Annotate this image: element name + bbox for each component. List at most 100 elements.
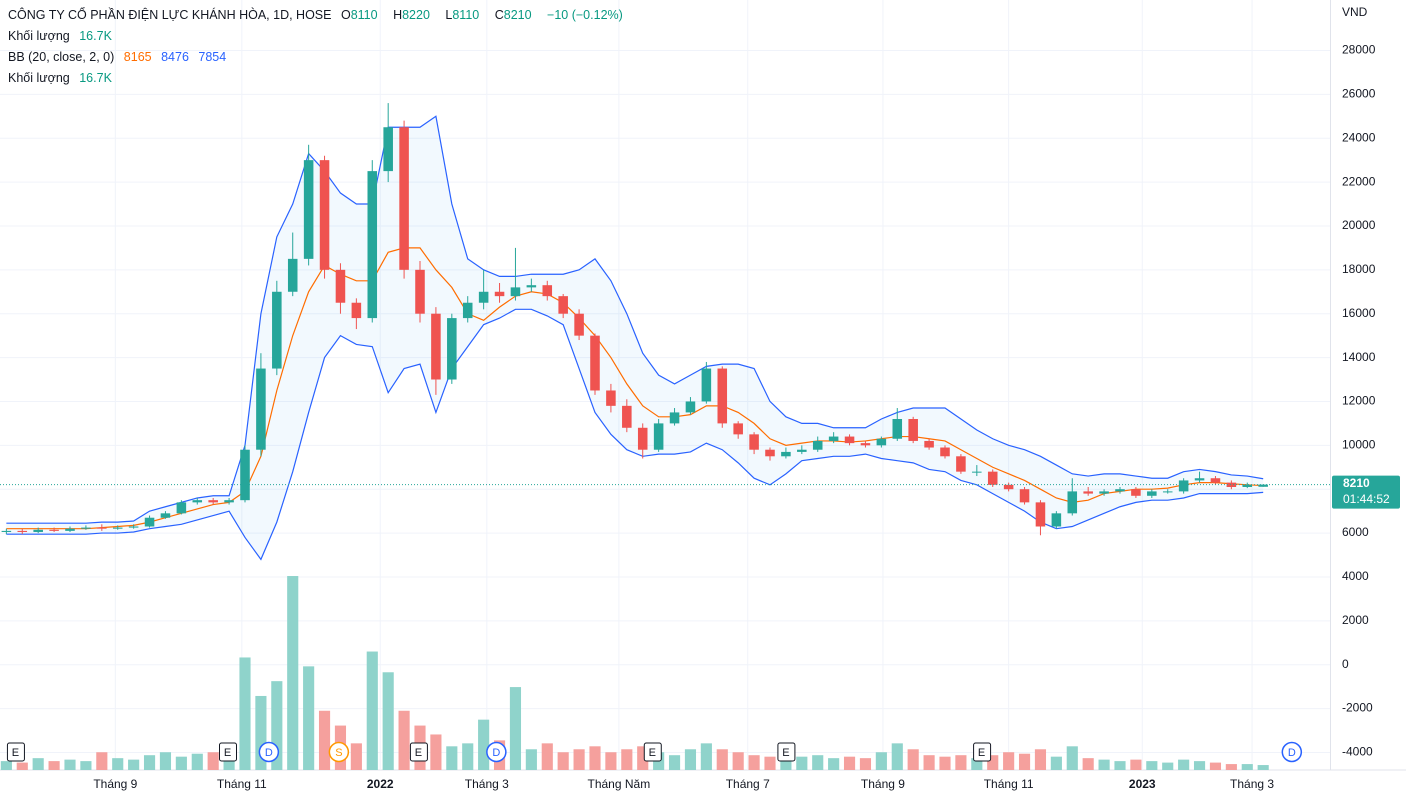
candle-body <box>1210 478 1221 483</box>
x-tick-label: Tháng 11 <box>984 777 1034 791</box>
volume-bar <box>366 651 378 770</box>
event-label: E <box>649 747 656 759</box>
ohlc-label: H <box>393 8 403 22</box>
volume-bar <box>446 746 458 770</box>
candle-body <box>653 423 664 450</box>
volume-bar <box>1003 752 1015 770</box>
candle-body <box>447 318 457 380</box>
volume-bar <box>859 758 872 770</box>
candle-body <box>303 160 314 259</box>
volume-bar <box>350 743 362 770</box>
volume-bar <box>700 743 712 770</box>
x-tick-label: 2022 <box>367 777 394 791</box>
candle-body <box>1226 482 1237 488</box>
candle-body <box>590 335 600 391</box>
candle-body <box>1162 491 1173 493</box>
ohlc: O8110 <box>341 8 384 22</box>
y-tick-label: 10000 <box>1342 437 1376 451</box>
volume-bar <box>1050 756 1062 770</box>
event-label: E <box>415 747 422 759</box>
candle-body <box>733 423 743 435</box>
volume-value: 16.7K <box>79 71 112 85</box>
volume-bar <box>159 752 172 770</box>
candle-body <box>781 451 791 457</box>
ohlc: C8210 <box>495 8 538 22</box>
candle-body <box>97 527 107 529</box>
candle-body <box>558 296 568 314</box>
volume-bar <box>1130 759 1142 770</box>
bb-upper-line <box>6 115 1264 524</box>
volume-bar <box>1034 749 1047 770</box>
volume-bar <box>1098 759 1110 770</box>
volume-bar <box>239 657 251 770</box>
candle-body <box>1115 489 1125 492</box>
volume-bar <box>955 755 967 770</box>
y-tick-label: 4000 <box>1342 569 1369 583</box>
x-tick-label: Tháng 9 <box>861 777 905 791</box>
candle-body <box>908 419 918 441</box>
volume-bar <box>812 755 824 770</box>
bb-lower-value: 7854 <box>198 50 227 64</box>
candle-body <box>844 436 855 444</box>
volume-bar <box>398 710 410 770</box>
event-circle <box>1281 741 1303 763</box>
legend: CÔNG TY CỔ PHẦN ĐIỆN LỰC KHÁNH HÒA, 1D, … <box>8 5 629 89</box>
candle-body <box>860 443 871 446</box>
candle-body <box>319 160 330 270</box>
volume-bar <box>891 743 903 770</box>
volume-bar <box>207 752 219 770</box>
candle-body <box>399 127 409 270</box>
volume-name: Khối lượng <box>8 29 70 43</box>
volume-bar <box>223 755 235 770</box>
volume-bar <box>271 681 283 770</box>
x-tick-label: Tháng Năm <box>588 777 651 791</box>
event-box <box>219 742 237 762</box>
ohlc-value: 8210 <box>503 8 532 22</box>
candle-body <box>1099 491 1109 494</box>
candle-body <box>956 456 966 472</box>
volume-bar <box>637 746 649 770</box>
event-circle <box>486 741 507 763</box>
candle-body <box>494 291 505 297</box>
y-unit: VND <box>1342 5 1368 19</box>
x-tick-label: Tháng 11 <box>217 777 267 791</box>
bb-lower-line <box>6 308 1264 561</box>
candle-body <box>606 390 616 406</box>
countdown: 01:44:52 <box>1343 492 1390 506</box>
candle-body <box>1178 480 1189 492</box>
candle-body <box>510 287 521 297</box>
price-tag <box>1332 475 1400 509</box>
candle-body <box>49 529 59 531</box>
legend-row: BB (20, close, 2, 0) 8165 8476 7854 <box>8 47 629 68</box>
bb-basis-value: 8165 <box>123 50 152 64</box>
candle-body <box>765 449 775 457</box>
volume-bar <box>748 755 760 770</box>
candle-body <box>1131 489 1141 496</box>
candle-body <box>160 513 171 518</box>
volume-bar <box>143 755 156 770</box>
event-box <box>973 742 992 762</box>
ohlc-value: 8110 <box>452 8 480 22</box>
volume-bar <box>939 756 951 770</box>
volume-bar <box>1018 753 1031 770</box>
y-tick-label: 22000 <box>1342 174 1376 188</box>
candle-body <box>462 302 473 319</box>
volume-bar <box>1146 761 1158 770</box>
x-tick-label: Tháng 9 <box>93 777 137 791</box>
change: −10 (−0.12%) <box>547 8 623 22</box>
legend-row: Khối lượng 16.7K <box>8 26 629 47</box>
event-circle <box>328 741 350 763</box>
volume-bar <box>1241 764 1253 770</box>
event-circle <box>258 741 280 763</box>
event-box <box>777 742 796 762</box>
candle-body <box>192 500 203 503</box>
candle-body <box>144 517 155 527</box>
candle-body <box>812 440 823 450</box>
candle-body <box>637 427 648 450</box>
y-tick-label: 0 <box>1342 657 1349 671</box>
candle-body <box>240 449 250 501</box>
candle-body <box>622 405 632 428</box>
event-box <box>643 742 662 762</box>
price-tag-value: 8210 <box>1343 476 1370 490</box>
